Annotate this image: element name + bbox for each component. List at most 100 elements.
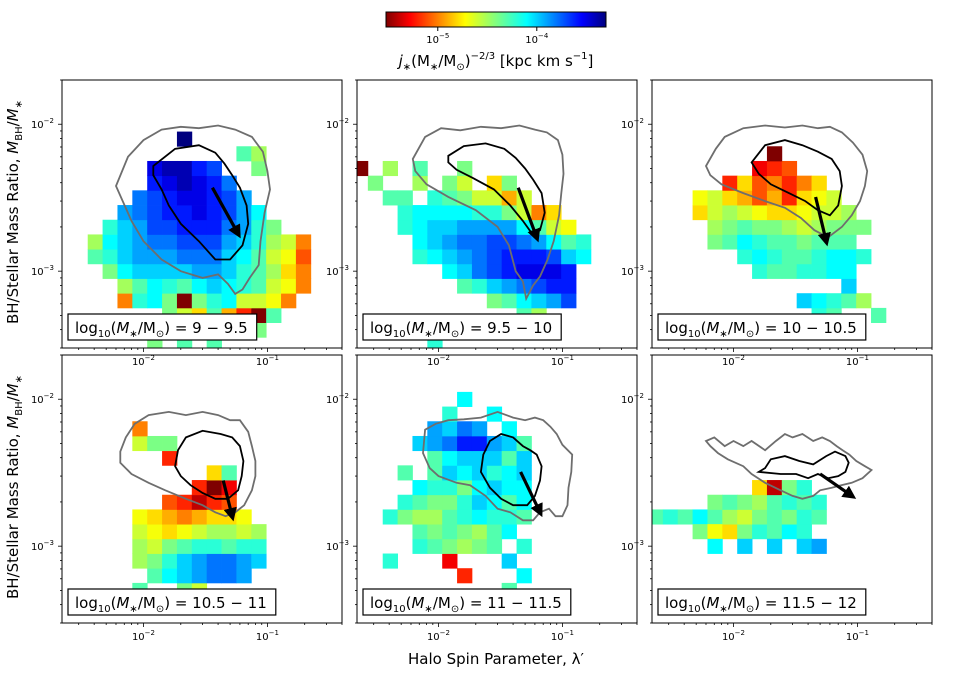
heatmap-cell: [162, 249, 178, 265]
heatmap-cell: [766, 538, 783, 554]
x-tick-base: 10: [427, 632, 440, 643]
heatmap-cell: [576, 234, 592, 250]
heatmap-cell: [206, 278, 222, 294]
heatmap-cell: [531, 293, 547, 309]
heatmap-cell: [357, 160, 369, 177]
heatmap-cell: [737, 509, 753, 525]
mass-label-part: ∗: [719, 604, 727, 615]
heatmap-cell: [266, 219, 282, 235]
mass-label: log10(M∗/M⊙) = 11 − 11.5: [362, 588, 572, 616]
y-tick-label: 10−3: [326, 264, 349, 278]
heatmap-cell: [221, 190, 237, 206]
heatmap-cell: [457, 568, 473, 584]
mass-label-part: (: [111, 594, 117, 612]
mass-label-part: log: [75, 594, 98, 612]
x-tick-exp: −1: [269, 354, 279, 362]
heatmap-cell: [722, 190, 738, 206]
heatmap-cell: [766, 160, 783, 177]
heatmap-cell: [752, 205, 768, 221]
heatmap-cell: [781, 494, 798, 510]
outer-contour: [115, 124, 271, 296]
heatmap-cell: [102, 234, 118, 250]
heatmap-cell: [486, 293, 503, 309]
heatmap-cell: [206, 190, 222, 206]
trend-arrow: [814, 196, 831, 247]
heatmap-cell: [382, 553, 398, 569]
mass-label-part: ∗: [129, 604, 137, 615]
mass-label-part: ) = 9.5 − 10: [459, 319, 552, 337]
y-tick-exp: −2: [44, 392, 54, 400]
heatmap-cell: [796, 480, 812, 496]
heatmap-cell: [221, 524, 237, 540]
heatmap-cell: [752, 234, 768, 250]
heatmap-cell: [471, 219, 488, 235]
heatmap-cell: [442, 175, 458, 191]
heatmap-cell: [471, 190, 488, 206]
heatmap-cell: [221, 568, 237, 584]
heatmap-cell: [811, 190, 827, 206]
heatmap-cell: [546, 219, 562, 235]
heatmap-cell: [811, 263, 827, 279]
heatmap-cell: [162, 524, 178, 540]
heatmap-cell: [412, 538, 428, 554]
heatmap-cell: [427, 450, 443, 466]
heatmap-cell: [221, 538, 237, 554]
heatmap-cell: [546, 263, 562, 279]
mass-label-box: [67, 313, 258, 341]
mass-label-part: ⊙: [746, 329, 754, 340]
outer-contour: [422, 410, 574, 522]
x-tick-label: 10−1: [551, 354, 574, 368]
heatmap-cell: [471, 421, 488, 437]
heatmap-cell: [752, 249, 768, 265]
mass-label-part: 10: [98, 604, 111, 615]
heatmap-cell: [662, 509, 679, 525]
heatmap-cell: [841, 249, 857, 265]
heatmap-cell: [486, 465, 503, 481]
mass-label-part: (: [406, 594, 412, 612]
heatmap-cell: [117, 234, 133, 250]
heatmap-cell: [796, 263, 812, 279]
heatmap-cell: [457, 278, 473, 294]
x-tick-exp: −1: [564, 629, 574, 637]
heatmap-cell: [766, 234, 783, 250]
x-tick-base: 10: [132, 632, 145, 643]
colorbar-gradient: [385, 11, 607, 28]
y-axis-label-m1: M: [4, 141, 22, 154]
heatmap-cell: [412, 494, 428, 510]
heatmap-cell: [561, 219, 577, 235]
heatmap-cell: [295, 278, 312, 294]
heatmap-cell: [442, 435, 458, 452]
x-tick-label: 10−1: [551, 629, 574, 643]
y-axis-label-sub1: BH: [14, 126, 25, 140]
heatmap-cell: [457, 494, 473, 510]
heatmap-cells: [117, 421, 267, 613]
heatmap-cell: [191, 175, 208, 191]
heatmap-cell: [766, 509, 783, 525]
y-tick-exp: −2: [634, 392, 644, 400]
y-axis-label-sub1-b: BH: [14, 401, 25, 415]
heatmap-cell: [766, 190, 783, 206]
heatmap-cell: [427, 249, 443, 265]
heatmap-cell: [471, 494, 488, 510]
heatmap-cell: [457, 190, 473, 206]
heatmap-cell: [766, 175, 783, 191]
heatmap-cell: [516, 263, 532, 279]
heatmap-cell: [826, 190, 842, 206]
heatmap-cell: [412, 480, 428, 496]
heatmap-cell: [236, 538, 252, 554]
mass-label: log10(M∗/M⊙) = 10.5 − 11: [67, 588, 277, 616]
heatmap-cell: [501, 435, 517, 452]
heatmap-cell: [486, 406, 503, 422]
heatmap-cell: [412, 205, 428, 221]
y-tick-label: 10−2: [621, 392, 644, 406]
heatmap-cell: [516, 568, 532, 584]
heatmap-cell: [117, 293, 133, 309]
heatmap-cell: [162, 435, 178, 452]
inner-contour: [750, 139, 843, 217]
heatmap-cell: [206, 568, 222, 584]
heatmap-cell: [752, 263, 768, 279]
heatmap-cell: [677, 509, 693, 525]
heatmap-cell: [176, 175, 193, 191]
heatmap-cell: [707, 205, 723, 221]
heatmap-cell: [191, 205, 208, 221]
